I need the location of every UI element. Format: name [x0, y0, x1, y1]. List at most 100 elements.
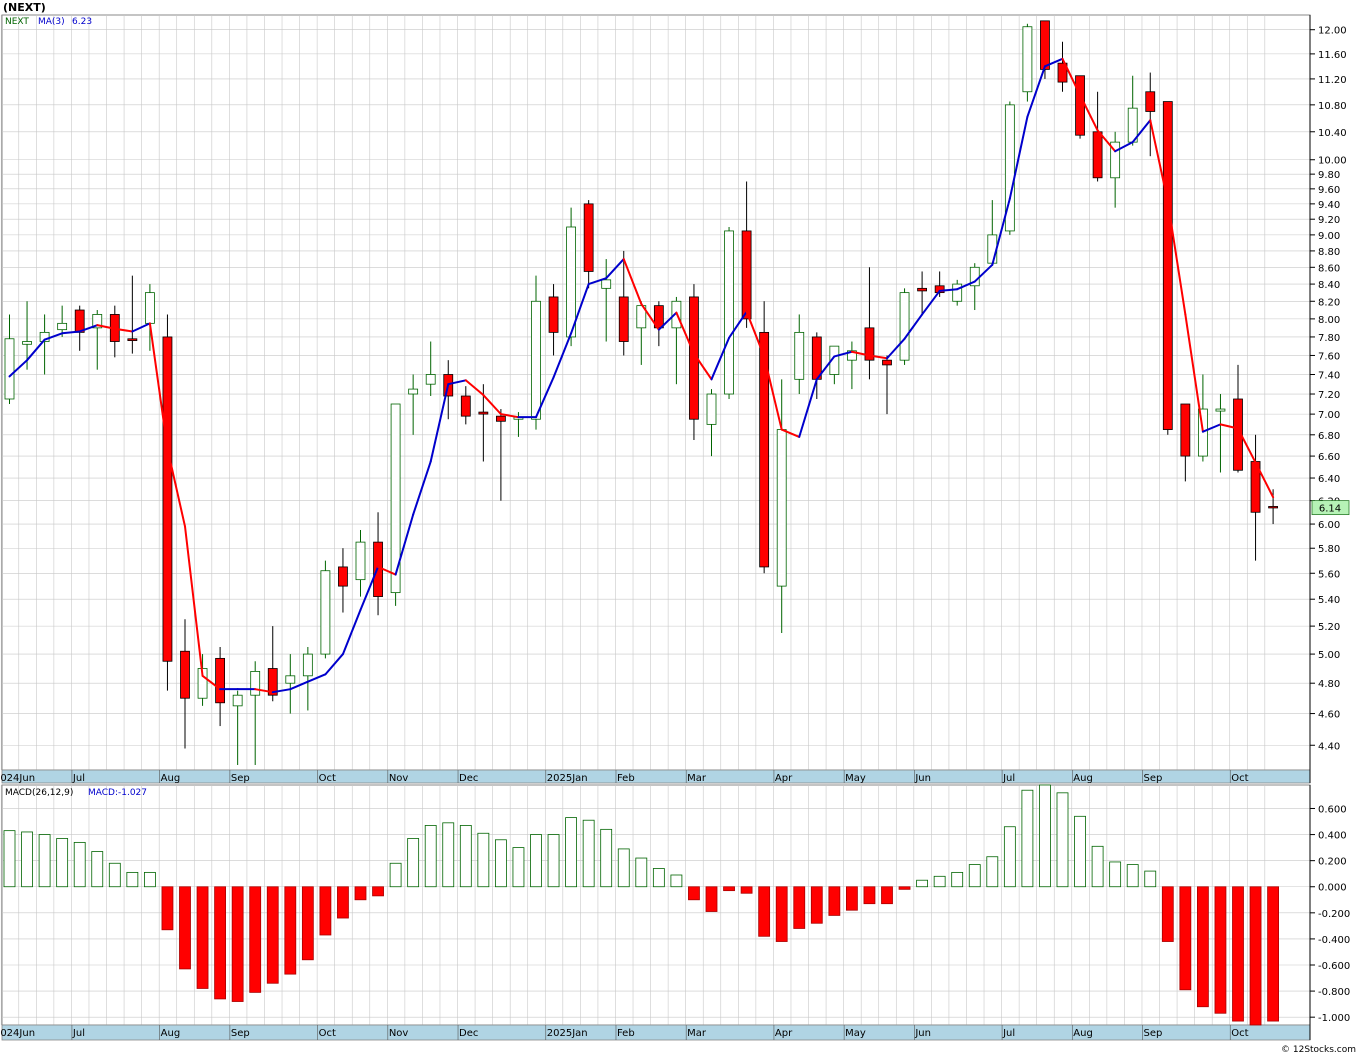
- macd-bar: [565, 817, 577, 888]
- y-tick-label: 6.00: [1318, 520, 1340, 531]
- x-month-label: Dec: [459, 1028, 478, 1039]
- ma3-segment: [675, 311, 695, 355]
- y-tick-label: 6.40: [1318, 474, 1340, 485]
- x-month-label: Oct: [319, 773, 336, 784]
- candle-body: [1040, 20, 1050, 70]
- x-month-label: Apr: [775, 1028, 793, 1039]
- macd-bar: [1039, 784, 1051, 888]
- macd-bar: [652, 868, 665, 888]
- candle-body: [127, 338, 138, 342]
- macd-tick-label: 0.000: [1318, 883, 1347, 894]
- ma3-segment: [377, 565, 397, 576]
- macd-bar: [56, 838, 69, 888]
- candle-body: [548, 296, 559, 333]
- candle-body: [811, 336, 822, 380]
- x-month-label: 2025Jan: [547, 1028, 588, 1039]
- y-tick-label: 7.60: [1318, 351, 1340, 362]
- candle-body: [57, 322, 68, 331]
- x-month-label: Feb: [617, 773, 635, 784]
- candle-body: [1022, 26, 1033, 93]
- ma3-segment: [412, 460, 432, 516]
- x-month-label: Sep: [1143, 1028, 1162, 1039]
- x-month-label: Sep: [231, 773, 250, 784]
- ma3-segment: [43, 332, 64, 341]
- ma3-segment: [763, 355, 783, 431]
- ma3-segment: [482, 394, 502, 416]
- macd-bar: [898, 886, 911, 890]
- macd-bar: [442, 822, 455, 888]
- candle-body: [478, 411, 489, 415]
- ma3-segment: [26, 338, 46, 362]
- candle-body: [776, 429, 787, 587]
- x-month-label: Sep: [231, 1028, 250, 1039]
- x-month-label: Jun: [914, 1028, 931, 1039]
- candle-body: [1057, 62, 1068, 83]
- macd-bar: [1056, 792, 1069, 888]
- macd-bar: [494, 839, 507, 888]
- candle-body: [232, 694, 243, 707]
- candle-body: [250, 671, 261, 696]
- macd-bar: [1003, 826, 1016, 888]
- y-tick-label: 5.60: [1318, 569, 1340, 580]
- macd-bar: [968, 864, 981, 888]
- candle-body: [934, 285, 945, 294]
- x-month-label: 2024Jun: [0, 1028, 35, 1039]
- macd-tick-label: 0.200: [1318, 857, 1347, 868]
- ma3-segment: [570, 283, 590, 335]
- candle-body: [1162, 101, 1173, 430]
- last-price-box: [1311, 500, 1350, 516]
- y-tick-label: 11.20: [1318, 75, 1347, 86]
- x-month-label: 2025Jan: [547, 773, 588, 784]
- legend-symbol: NEXT: [5, 17, 29, 27]
- candle-body: [425, 374, 436, 385]
- ma3-segment: [780, 428, 801, 438]
- ma3-segment: [166, 447, 186, 528]
- macd-bar: [582, 819, 595, 888]
- x-month-label: Jul: [72, 773, 85, 784]
- y-tick-label: 11.60: [1318, 50, 1347, 61]
- macd-bar: [635, 857, 648, 888]
- macd-bar: [688, 886, 700, 901]
- y-tick-label: 8.00: [1318, 315, 1340, 326]
- macd-bar: [863, 886, 876, 905]
- candle-body: [1110, 141, 1121, 179]
- ma3-segment: [1237, 427, 1257, 464]
- x-month-label: Jul: [1002, 1028, 1015, 1039]
- candle-body: [706, 393, 717, 425]
- candle-body: [1075, 75, 1085, 136]
- ma3-segment: [341, 608, 362, 656]
- macd-bar: [1109, 861, 1122, 888]
- ma3-segment: [1254, 461, 1275, 499]
- ma3-segment: [131, 322, 151, 333]
- chart-title: (NEXT): [3, 1, 46, 14]
- ma3-segment: [1201, 423, 1222, 433]
- y-tick-label: 10.00: [1318, 156, 1347, 167]
- candle-body: [759, 331, 770, 568]
- ma3-segment: [447, 379, 467, 386]
- candle-body: [829, 345, 840, 375]
- y-tick-label: 5.40: [1318, 595, 1340, 606]
- ma3-segment: [692, 352, 713, 381]
- candle-body: [355, 541, 366, 581]
- ma3-segment: [728, 310, 748, 339]
- candle-body: [952, 283, 963, 302]
- candle-body: [601, 279, 612, 289]
- y-tick-label: 8.80: [1318, 247, 1340, 258]
- y-tick-label: 4.80: [1318, 679, 1340, 690]
- macd-bar: [810, 886, 823, 924]
- ma3-segment: [1219, 423, 1239, 430]
- macd-bar: [179, 886, 191, 970]
- candle-body: [1268, 506, 1278, 509]
- ma3-segment: [1166, 200, 1187, 316]
- candle-body: [1233, 398, 1243, 471]
- x-month-label: 2024Jun: [0, 773, 35, 784]
- ma3-segment: [1114, 141, 1134, 153]
- candle-body: [1092, 131, 1103, 179]
- ma3-segment: [306, 673, 327, 683]
- y-tick-label: 5.00: [1318, 650, 1340, 661]
- x-month-label: Jun: [914, 773, 931, 784]
- macd-tick-label: -0.200: [1318, 909, 1350, 920]
- x-month-label: Aug: [161, 773, 181, 784]
- macd-bar: [1249, 886, 1262, 1026]
